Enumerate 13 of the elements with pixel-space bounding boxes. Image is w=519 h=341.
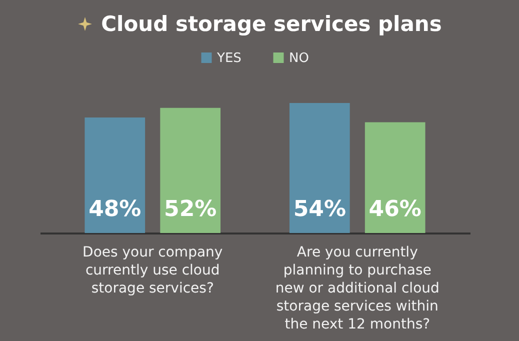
bar bbox=[160, 108, 221, 233]
bar bbox=[289, 103, 350, 233]
x-tick-label: Does your company currently use cloud storage services? bbox=[82, 244, 223, 296]
bar bbox=[364, 122, 426, 233]
x-tick-label: Are you currently planning to purchase new or additional cloud storage services within the next 12 months? bbox=[275, 244, 440, 332]
data-label: 52% bbox=[164, 197, 217, 222]
bar bbox=[84, 117, 146, 233]
chart-title: Cloud storage services plans bbox=[101, 12, 442, 36]
legend-label: YES bbox=[216, 50, 242, 66]
legend-label: NO bbox=[289, 50, 309, 66]
data-label: 54% bbox=[293, 197, 346, 222]
data-label: 46% bbox=[368, 197, 422, 222]
data-label: 48% bbox=[88, 197, 142, 222]
